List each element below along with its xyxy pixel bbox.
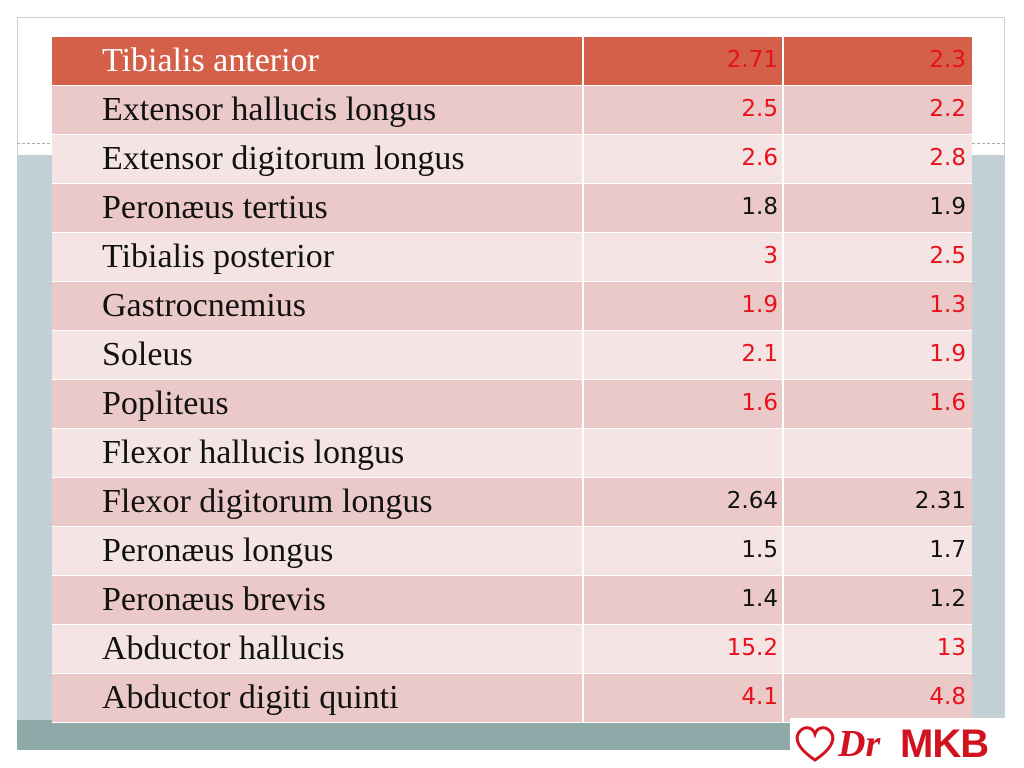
muscle-cell: Tibialis posterior [52,233,584,281]
value-cell: 2.71 [584,37,784,85]
table-row: Soleus 2.1 1.9 [52,331,972,380]
value-cell [584,429,784,477]
table-row: Peronæus longus 1.5 1.7 [52,527,972,576]
muscle-cell: Flexor digitorum longus [52,478,584,526]
table-row: Flexor hallucis longus [52,429,972,478]
value-cell: 1.8 [584,184,784,232]
value-cell: 2.5 [584,86,784,134]
table: Tibialis anterior 2.71 2.3 Extensor halluci… [52,37,972,723]
table-row: Flexor digitorum longus 2.64 2.31 [52,478,972,527]
value-cell: 3 [584,233,784,281]
muscle-cell: Extensor digitorum longus [52,135,584,183]
value-cell: 1.5 [584,527,784,575]
table-row: Popliteus 1.6 1.6 [52,380,972,429]
value-cell: 1.9 [929,194,966,220]
logo-name: MKB [900,722,989,766]
value-cell: 13 [936,635,966,661]
value-cell: 2.1 [584,331,784,379]
value-cell: 1.9 [929,341,966,367]
table-row: Abductor hallucis 15.2 13 [52,625,972,674]
muscle-cell: Abductor digiti quinti [52,674,584,722]
value-cell: 2.64 [584,478,784,526]
table-row: Peronæus tertius 1.8 1.9 [52,184,972,233]
heart-icon [795,726,835,762]
value-cell: 1.6 [584,380,784,428]
value-cell: 2.31 [914,488,966,514]
value-cell: 4.1 [584,674,784,722]
muscle-cell: Abductor hallucis [52,625,584,673]
value-cell: 2.2 [929,96,966,122]
muscle-cell: Peronæus tertius [52,184,584,232]
muscle-cell: Popliteus [52,380,584,428]
muscle-cell: Soleus [52,331,584,379]
muscle-cell: Flexor hallucis longus [52,429,584,477]
value-cell: 1.3 [929,292,966,318]
logo-prefix: Dr [838,723,881,765]
table-row: Extensor digitorum longus 2.6 2.8 [52,135,972,184]
value-cell: 15.2 [584,625,784,673]
value-cell: 2.5 [929,243,966,269]
muscle-cell: Peronæus longus [52,527,584,575]
value-cell: 1.7 [929,537,966,563]
table-row: Extensor hallucis longus 2.5 2.2 [52,86,972,135]
value-cell: 1.4 [584,576,784,624]
table-row: Peronæus brevis 1.4 1.2 [52,576,972,625]
muscle-cell: Peronæus brevis [52,576,584,624]
table-row: Tibialis posterior 3 2.5 [52,233,972,282]
value-cell: 4.8 [929,684,966,710]
value-cell: 2.3 [929,47,966,73]
table-row: Tibialis anterior 2.71 2.3 [52,37,972,86]
table-row: Gastrocnemius 1.9 1.3 [52,282,972,331]
muscle-cell: Tibialis anterior [52,37,584,85]
value-cell: 1.9 [584,282,784,330]
value-cell [784,429,970,477]
logo: Dr MKB [790,718,1024,768]
value-cell: 2.6 [584,135,784,183]
value-cell: 1.6 [929,390,966,416]
muscle-cell: Extensor hallucis longus [52,86,584,134]
table-row: Abductor digiti quinti 4.1 4.8 [52,674,972,723]
muscle-cell: Gastrocnemius [52,282,584,330]
value-cell: 2.8 [929,145,966,171]
value-cell: 1.2 [929,586,966,612]
